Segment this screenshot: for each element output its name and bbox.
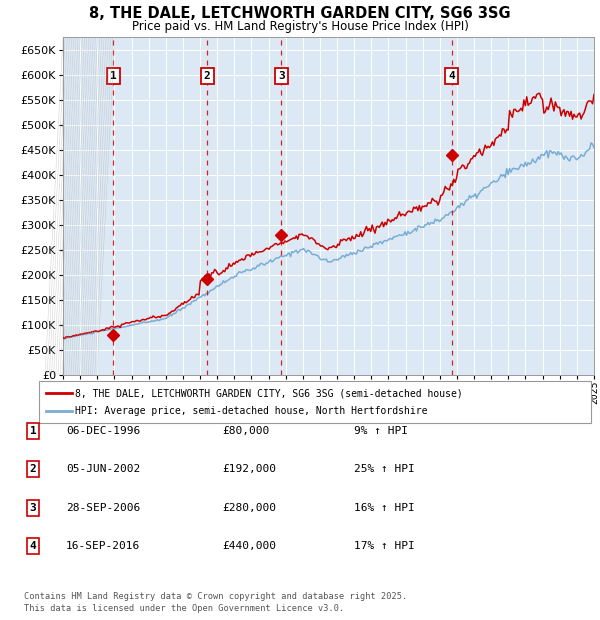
- Text: This data is licensed under the Open Government Licence v3.0.: This data is licensed under the Open Gov…: [24, 604, 344, 613]
- Text: 16-SEP-2016: 16-SEP-2016: [66, 541, 140, 551]
- Text: 8, THE DALE, LETCHWORTH GARDEN CITY, SG6 3SG: 8, THE DALE, LETCHWORTH GARDEN CITY, SG6…: [89, 6, 511, 21]
- Text: 05-JUN-2002: 05-JUN-2002: [66, 464, 140, 474]
- Text: 3: 3: [278, 71, 284, 81]
- Text: 3: 3: [29, 503, 37, 513]
- Text: £80,000: £80,000: [222, 426, 269, 436]
- Text: 2: 2: [204, 71, 211, 81]
- Text: 1: 1: [29, 426, 37, 436]
- Text: Contains HM Land Registry data © Crown copyright and database right 2025.: Contains HM Land Registry data © Crown c…: [24, 592, 407, 601]
- Text: 25% ↑ HPI: 25% ↑ HPI: [354, 464, 415, 474]
- Text: £280,000: £280,000: [222, 503, 276, 513]
- Text: 4: 4: [448, 71, 455, 81]
- Text: 1: 1: [110, 71, 116, 81]
- Text: 06-DEC-1996: 06-DEC-1996: [66, 426, 140, 436]
- Text: £440,000: £440,000: [222, 541, 276, 551]
- Text: 16% ↑ HPI: 16% ↑ HPI: [354, 503, 415, 513]
- Text: £192,000: £192,000: [222, 464, 276, 474]
- Text: 8, THE DALE, LETCHWORTH GARDEN CITY, SG6 3SG (semi-detached house): 8, THE DALE, LETCHWORTH GARDEN CITY, SG6…: [75, 388, 463, 398]
- Text: 2: 2: [29, 464, 37, 474]
- Text: HPI: Average price, semi-detached house, North Hertfordshire: HPI: Average price, semi-detached house,…: [75, 406, 427, 416]
- Text: 9% ↑ HPI: 9% ↑ HPI: [354, 426, 408, 436]
- Text: Price paid vs. HM Land Registry's House Price Index (HPI): Price paid vs. HM Land Registry's House …: [131, 20, 469, 33]
- Text: 4: 4: [29, 541, 37, 551]
- Text: 28-SEP-2006: 28-SEP-2006: [66, 503, 140, 513]
- Text: 17% ↑ HPI: 17% ↑ HPI: [354, 541, 415, 551]
